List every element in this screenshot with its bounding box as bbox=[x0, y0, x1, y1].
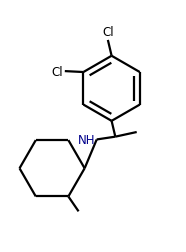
Text: Cl: Cl bbox=[102, 26, 114, 39]
Text: Cl: Cl bbox=[51, 65, 63, 78]
Text: NH: NH bbox=[78, 133, 96, 146]
